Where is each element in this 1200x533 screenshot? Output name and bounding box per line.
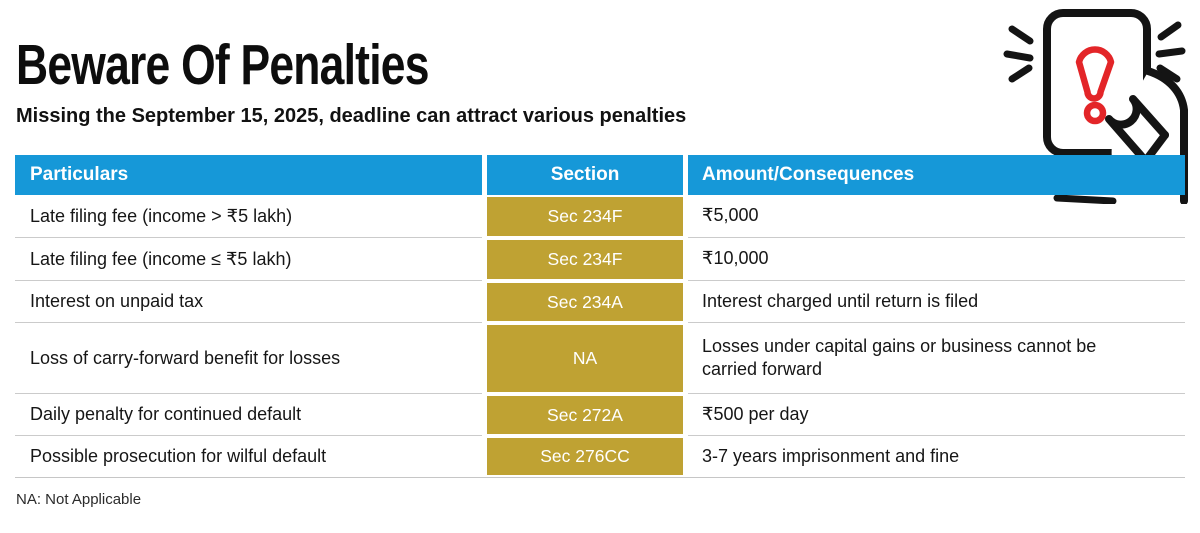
ray-icon — [1156, 64, 1181, 83]
table-row: Possible prosecution for wilful default … — [15, 436, 1185, 477]
ray-icon — [1157, 21, 1182, 41]
ray-icon — [1155, 47, 1186, 58]
amount-cell: 3-7 years imprisonment and fine — [688, 436, 1185, 477]
section-cell: Sec 234F — [487, 195, 683, 238]
section-cell: Sec 234F — [487, 238, 683, 281]
particulars-cell: Interest on unpaid tax — [15, 281, 482, 323]
table-row: Late filing fee (income ≤ ₹5 lakh) Sec 2… — [15, 238, 1185, 281]
masthead: Beware Of Penalties Missing the Septembe… — [0, 0, 1200, 155]
page-title: Beware Of Penalties — [16, 33, 429, 97]
particulars-cell: Late filing fee (income ≤ ₹5 lakh) — [15, 238, 482, 281]
amount-text: ₹500 per day — [702, 403, 809, 424]
section-cell: Sec 276CC — [487, 436, 683, 477]
finger-icon — [1105, 95, 1169, 162]
table-row: Loss of carry-forward benefit for losses… — [15, 323, 1185, 394]
ray-icon — [1008, 64, 1033, 83]
amount-cell: Losses under capital gains or business c… — [688, 323, 1185, 394]
wrist-icon — [1053, 194, 1117, 205]
particulars-cell: Possible prosecution for wilful default — [30, 446, 327, 466]
page-subtitle: Missing the September 15, 2025, deadline… — [16, 105, 687, 128]
table-row: Interest on unpaid tax Sec 234A Interest… — [15, 281, 1185, 323]
section-cell: Sec 272A — [487, 394, 683, 436]
column-header-amount: Amount/Consequences — [688, 155, 1185, 195]
ray-icon — [1008, 25, 1034, 45]
section-cell: Sec 234A — [487, 281, 683, 323]
table-row: Daily penalty for continued default Sec … — [15, 394, 1185, 436]
particulars-cell: Daily penalty for continued default — [15, 394, 482, 436]
penalties-table: Particulars Section Amount/Consequences … — [15, 155, 1185, 478]
amount-cell: Interest charged until return is filed — [688, 281, 1185, 323]
particulars-cell: Loss of carry-forward benefit for losses — [15, 323, 482, 394]
column-header-particulars: Particulars — [15, 155, 482, 195]
amount-text: 3-7 years imprisonment and fine — [702, 445, 960, 466]
exclamation-dot-icon — [1083, 101, 1107, 125]
table-header-row: Particulars Section Amount/Consequences — [15, 155, 1185, 195]
exclamation-icon — [1075, 46, 1115, 102]
amount-cell: ₹5,000 — [688, 195, 1185, 238]
particulars-cell: Late filing fee (income > ₹5 lakh) — [15, 195, 482, 238]
amount-text: ₹5,000 — [702, 205, 759, 226]
amount-cell: ₹500 per day — [688, 394, 1185, 436]
hand-outline-icon — [1144, 67, 1188, 205]
amount-text: ₹10,000 — [702, 248, 769, 269]
table-row: Late filing fee (income > ₹5 lakh) Sec 2… — [15, 195, 1185, 238]
section-cell: NA — [487, 323, 683, 394]
amount-text: Interest charged until return is filed — [702, 290, 979, 311]
ray-icon — [1003, 50, 1034, 62]
amount-text: Losses under capital gains or business c… — [702, 335, 1097, 379]
footnote: NA: Not Applicable — [16, 491, 142, 508]
amount-cell: ₹10,000 — [688, 238, 1185, 281]
column-header-section: Section — [487, 155, 683, 195]
